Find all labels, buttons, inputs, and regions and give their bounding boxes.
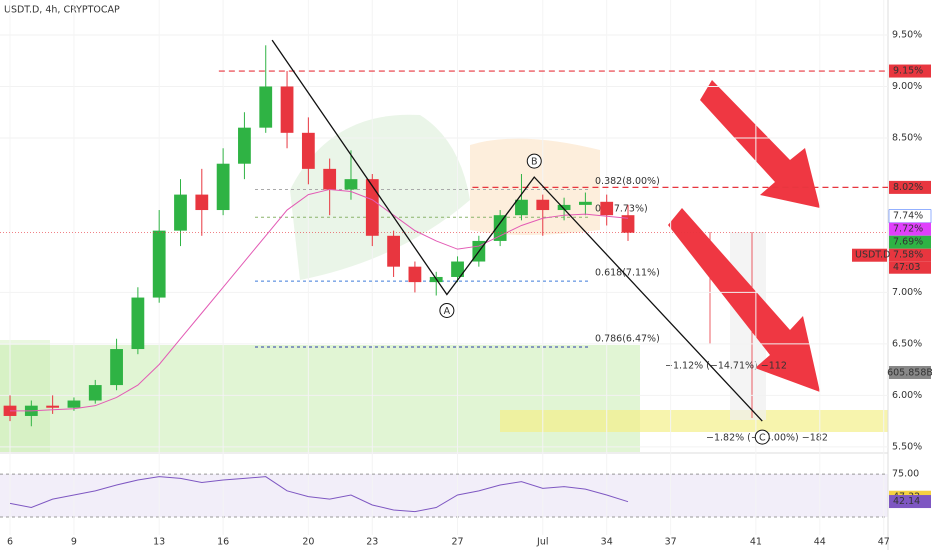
rsi-band xyxy=(0,474,888,517)
candle-body xyxy=(301,132,315,169)
candle-body xyxy=(408,266,422,283)
measure-label: −1.12% (−14.71%) −112 xyxy=(665,361,787,372)
rsi-line xyxy=(9,476,629,513)
candle-body xyxy=(579,201,592,205)
candle-body xyxy=(621,215,635,233)
x-tick-label: 16 xyxy=(217,537,229,548)
symbol-box xyxy=(852,248,887,262)
candle-body xyxy=(515,199,528,216)
moving-average xyxy=(10,188,629,412)
volume-area xyxy=(0,345,640,452)
price-box xyxy=(889,180,931,194)
candle-body xyxy=(216,163,230,211)
candle-body xyxy=(67,400,81,408)
x-tick-label: 44 xyxy=(814,537,826,548)
y-tick-label: 5.50% xyxy=(892,441,922,452)
rsi-price-label: 42.14 xyxy=(893,496,920,507)
x-tick-label: 47 xyxy=(878,537,890,548)
x-tick-label: 34 xyxy=(601,537,613,548)
rsi-tick-label: 75.00 xyxy=(892,469,919,480)
price-box xyxy=(889,222,931,236)
y-tick-label: 6.50% xyxy=(892,338,922,349)
x-tick-label: 27 xyxy=(451,537,463,548)
countdown: 47:03 xyxy=(893,262,920,273)
cloud xyxy=(470,138,600,235)
price-label: 7.69% xyxy=(893,237,923,248)
candle-body xyxy=(88,385,102,401)
symbol-label: USDT.D xyxy=(855,250,890,261)
y-tick-label: 7.00% xyxy=(892,287,922,298)
volume-area xyxy=(0,340,50,452)
fib-label: 0.382(8.00%) xyxy=(595,176,660,187)
wave-label: A xyxy=(444,306,451,317)
wave-marker xyxy=(439,302,455,318)
x-tick-label: 41 xyxy=(750,537,762,548)
candle-body xyxy=(195,194,209,211)
target-zone xyxy=(500,410,888,432)
y-tick-label: 9.00% xyxy=(892,81,922,92)
candle-body xyxy=(152,230,166,298)
price-box xyxy=(889,248,931,262)
arrow xyxy=(668,208,820,392)
price-label: 7.72% xyxy=(893,224,923,235)
fib-label: 0.618(7.11%) xyxy=(595,268,660,279)
candle-body xyxy=(323,168,337,190)
wave-marker xyxy=(526,153,542,169)
wave-label: C xyxy=(759,433,766,444)
x-tick-label: Jul xyxy=(536,537,548,548)
candle-body xyxy=(536,199,550,211)
candle-body xyxy=(174,194,187,231)
wave-label: B xyxy=(531,157,538,168)
x-tick-label: 9 xyxy=(71,537,77,548)
wave-marker xyxy=(754,429,770,445)
price-box xyxy=(889,64,931,78)
price-label: 7.58% xyxy=(893,250,923,261)
candle-body xyxy=(131,297,145,350)
candle-body xyxy=(365,179,379,236)
arrow xyxy=(700,80,820,208)
wave-line xyxy=(271,39,763,422)
x-tick-label: 37 xyxy=(665,537,677,548)
candle-body xyxy=(344,179,358,190)
y-tick-label: 6.00% xyxy=(892,390,922,401)
x-tick-label: 20 xyxy=(302,537,314,548)
candle-body xyxy=(46,405,60,408)
candle-body xyxy=(3,405,17,416)
rsi-price-box xyxy=(889,495,931,509)
candle-body xyxy=(451,261,464,277)
candle-body xyxy=(280,86,294,133)
candle-body xyxy=(110,349,123,386)
price-label: 8.02% xyxy=(893,182,923,193)
candle-body xyxy=(600,201,614,216)
price-label: 9.15% xyxy=(893,66,923,77)
candle-body xyxy=(387,235,400,267)
chart-title: USDT.D, 4h, CRYPTOCAP xyxy=(4,5,120,16)
countdown-box xyxy=(889,261,931,274)
volume-box xyxy=(889,366,931,379)
price-label: 7.74% xyxy=(893,211,923,222)
candle-body xyxy=(259,86,273,128)
fib-label: 0.786(6.47%) xyxy=(595,333,660,344)
candle-body xyxy=(238,127,251,164)
x-tick-label: 13 xyxy=(153,537,165,548)
fib-label: 0.5(7.73%) xyxy=(595,204,648,215)
price-box xyxy=(889,235,931,249)
x-tick-label: 6 xyxy=(7,537,13,548)
y-tick-label: 8.50% xyxy=(892,132,922,143)
y-tick-label: 9.50% xyxy=(892,30,922,41)
volume-label: 605.858B xyxy=(887,368,932,379)
x-tick-label: 23 xyxy=(366,537,378,548)
candle-body xyxy=(557,204,571,211)
